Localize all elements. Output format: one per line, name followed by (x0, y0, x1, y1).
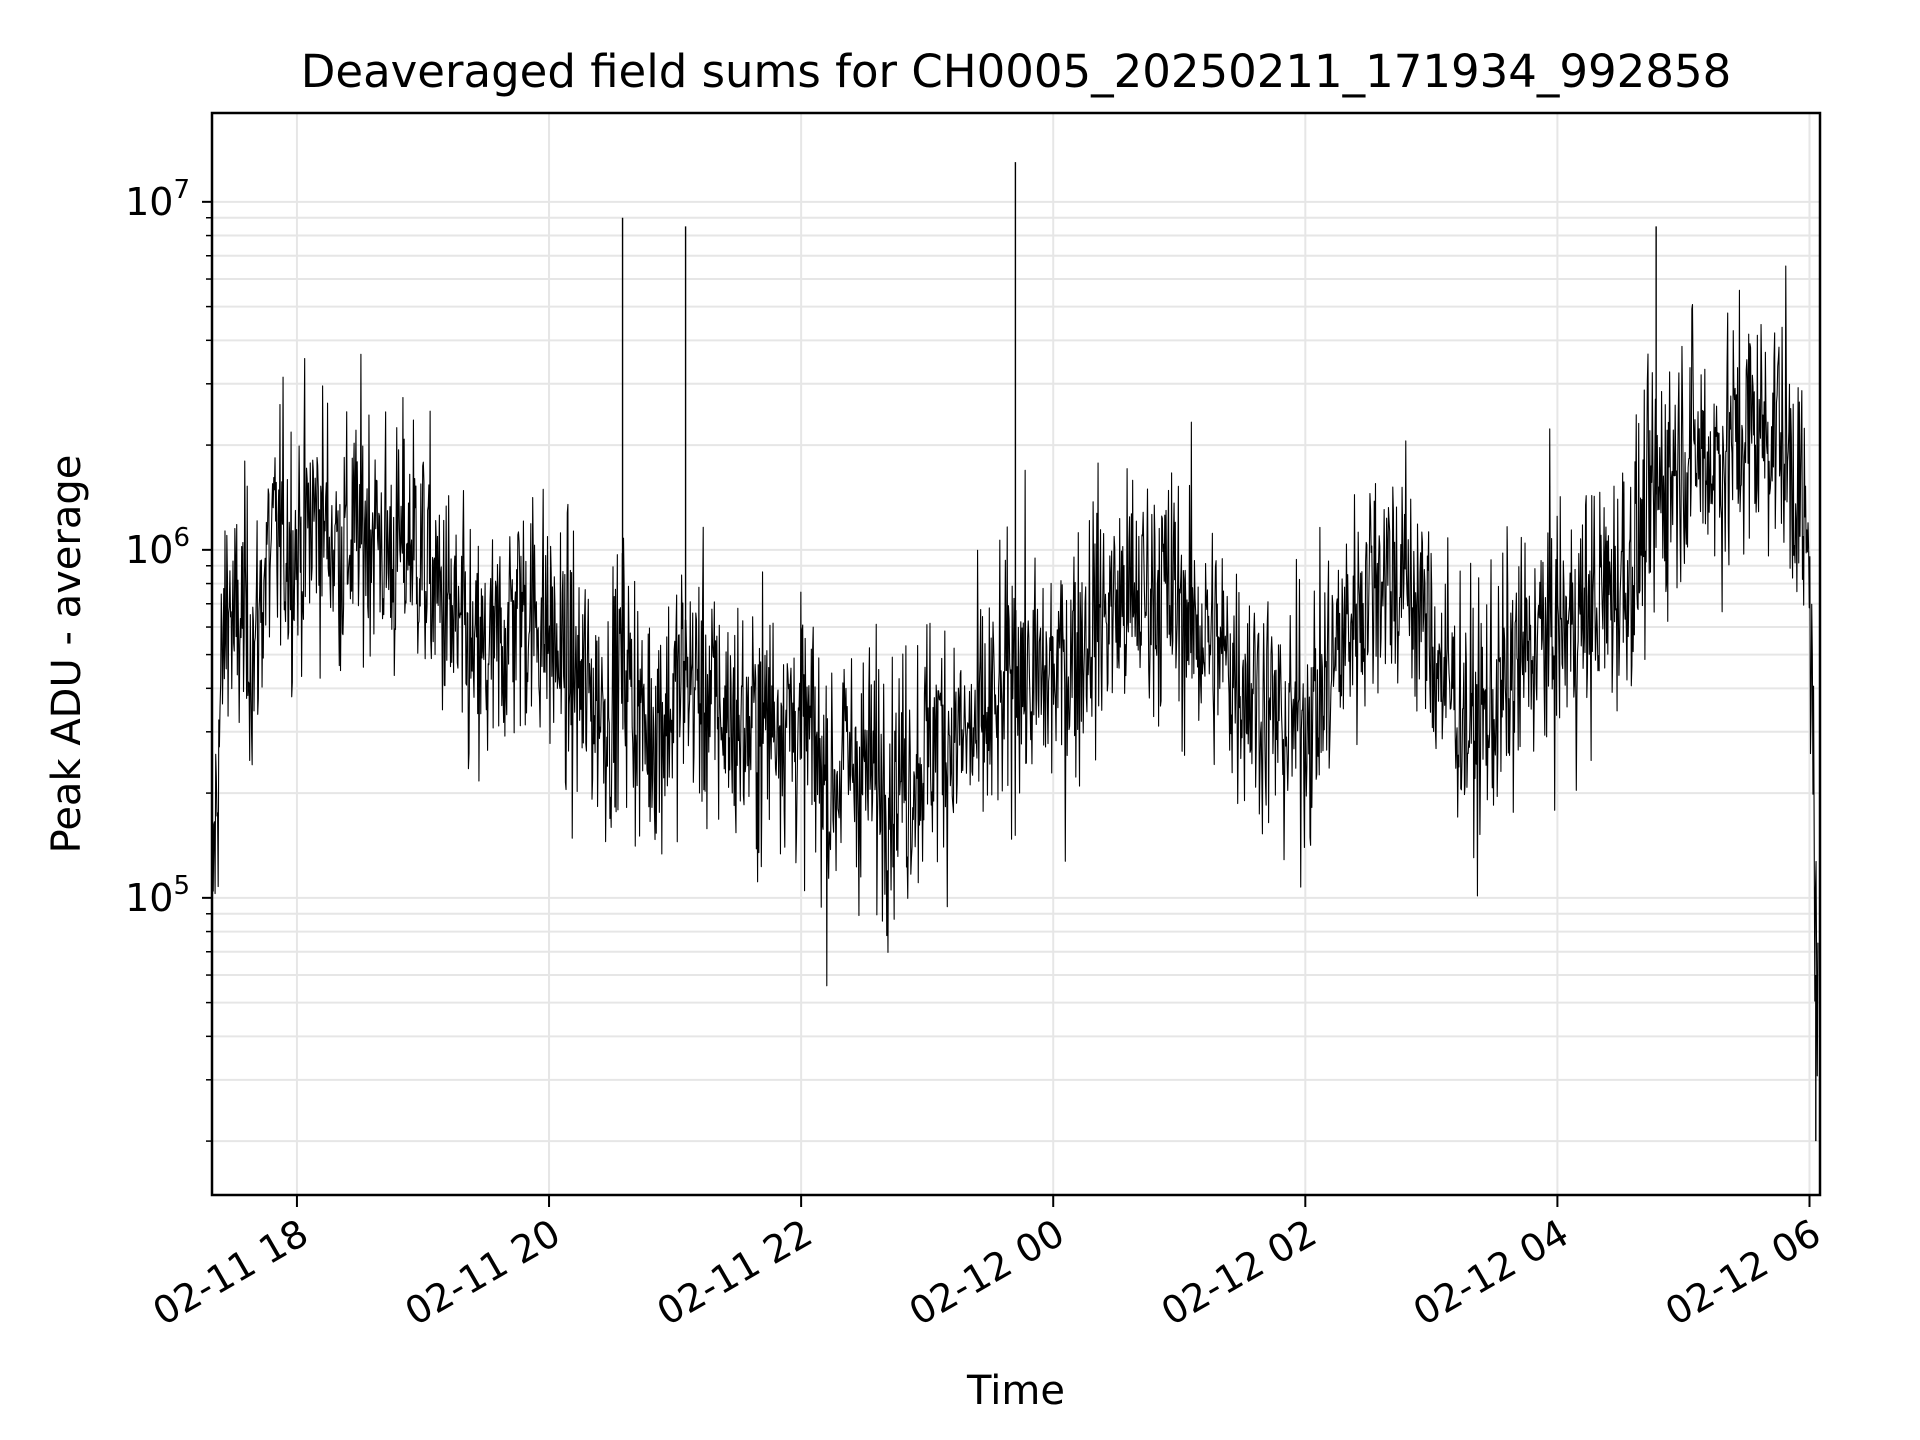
chart-title: Deaveraged field sums for CH0005_2025021… (301, 45, 1731, 98)
y-axis-label: Peak ADU - average (44, 455, 90, 854)
y-tick-label: 107 (125, 175, 190, 224)
plot-area (212, 162, 1819, 1142)
series-line (212, 265, 1819, 1077)
y-tick-label: 106 (125, 523, 190, 572)
x-axis-label: Time (966, 1368, 1065, 1414)
y-tick-label: 105 (125, 871, 190, 920)
series-layer (212, 162, 1819, 1142)
